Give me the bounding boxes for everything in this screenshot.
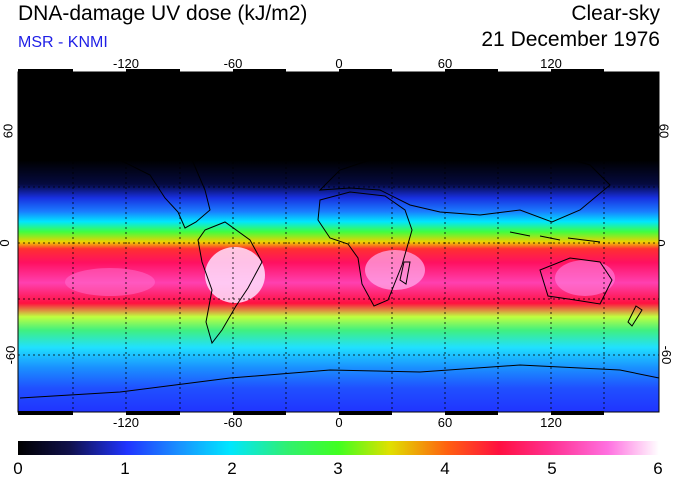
frame-ticks	[18, 69, 604, 415]
coastline-new-zealand	[627, 305, 643, 327]
lon-label-bottom: 0	[335, 415, 343, 430]
colorbar-tick-label: 0	[13, 459, 23, 478]
lon-label-bottom: -60	[223, 415, 243, 430]
lon-label-bottom: -120	[112, 415, 140, 430]
colorbar-tick-label: 4	[440, 459, 450, 478]
colorbar-tick-label: 5	[547, 459, 557, 478]
coastline-australia	[539, 257, 613, 305]
colorbar-tick-label: 3	[333, 459, 343, 478]
lon-label-bottom: 60	[437, 415, 453, 430]
lon-label-top: 60	[437, 56, 453, 71]
coastline-south-america	[197, 221, 263, 345]
lon-label-top: 0	[335, 56, 343, 71]
map-title: DNA-damage UV dose (kJ/m2)	[18, 2, 308, 25]
date-label: 21 December 1976	[481, 28, 660, 51]
data-source-label: MSR - KNMI	[18, 34, 108, 51]
uv-hotspot-pacific	[65, 268, 155, 296]
lon-label-bottom: 120	[540, 415, 562, 430]
coastline-eurasia	[318, 145, 611, 223]
coastline-africa	[317, 191, 413, 307]
coastline-indonesia	[509, 231, 601, 243]
colorbar-tick-label: 6	[653, 459, 663, 478]
lon-label-top: 120	[540, 56, 562, 71]
map-frame	[17, 71, 660, 413]
coastline-north-america	[24, 117, 211, 229]
coastlines	[19, 117, 660, 399]
colorbar-gradient	[18, 441, 659, 455]
uv-hotspot-australia	[555, 260, 615, 296]
lon-label-top: -120	[112, 56, 140, 71]
coastline-madagascar	[399, 261, 411, 285]
coastline-antarctica	[19, 364, 660, 399]
colorbar-tick-label: 1	[120, 459, 130, 478]
graticule	[18, 72, 659, 412]
colorbar-tick-label: 2	[227, 459, 237, 478]
lon-label-top: -60	[223, 56, 243, 71]
uv-hotspot-south-america	[205, 247, 265, 303]
sky-condition-label: Clear-sky	[571, 2, 660, 25]
uv-hotspot-africa	[365, 250, 425, 290]
